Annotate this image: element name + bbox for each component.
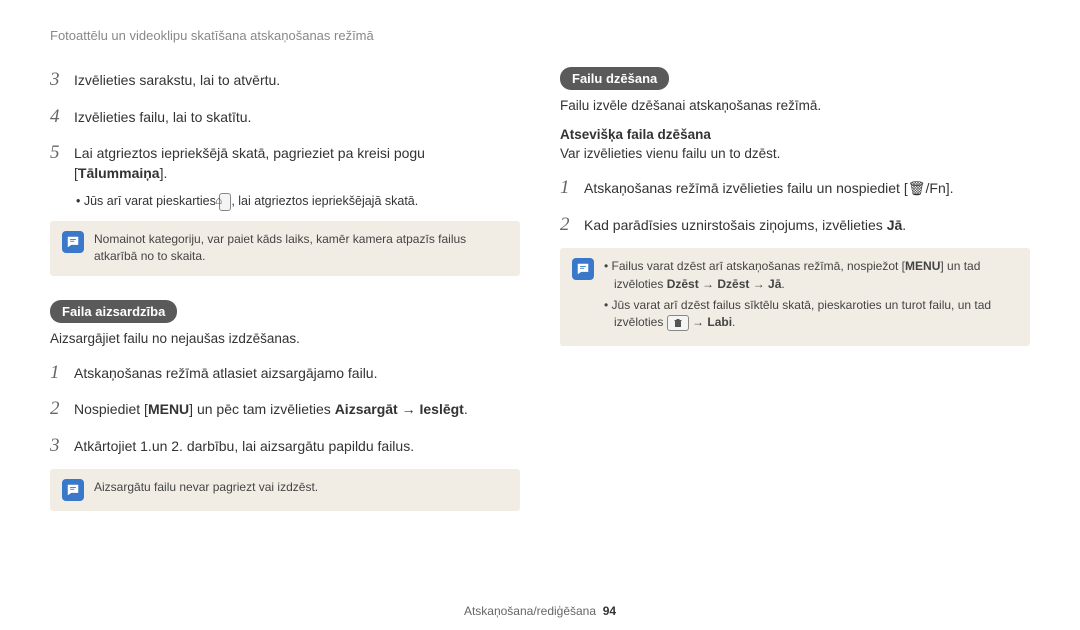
right-column: Failu dzēšana Failu izvēle dzēšanai atsk… [560, 67, 1030, 535]
list-item: 3 Atkārtojiet 1.un 2. darbību, lai aizsa… [50, 433, 520, 460]
text-fragment: Kad parādīsies uznirstošais ziņojums, iz… [584, 217, 887, 233]
list-item: 1 Atskaņošanas režīmā izvēlieties failu … [560, 175, 1030, 202]
note-text: Nomainot kategoriju, var paiet kāds laik… [94, 231, 508, 266]
list-item: 1 Atskaņošanas režīmā atlasiet aizsargāj… [50, 360, 520, 387]
step-number: 4 [50, 104, 64, 131]
text-fragment: ]. [946, 180, 954, 196]
text-fragment: Failus varat dzēst arī atskaņošanas režī… [612, 259, 905, 273]
page-footer: Atskaņošana/rediģēšana 94 [0, 604, 1080, 618]
text-bold: Labi [707, 315, 732, 329]
text-bold: Tālummaiņa [78, 165, 160, 181]
section-intro: Aizsargājiet failu no nejaušas izdzēšana… [50, 331, 520, 346]
step-text: Atkārtojiet 1.un 2. darbību, lai aizsarg… [74, 437, 520, 457]
menu-label: MENU [905, 259, 940, 273]
step-number: 2 [560, 212, 574, 239]
note-icon [62, 231, 84, 253]
list-item: 5 Lai atgrieztos iepriekšējā skatā, pagr… [50, 140, 520, 183]
step-number: 3 [50, 67, 64, 94]
text-fragment: ] un pēc tam izvēlieties [189, 401, 335, 417]
text-fragment: Atskaņošanas režīmā izvēlieties failu un… [584, 180, 908, 196]
text-fragment: Nospiediet [ [74, 401, 148, 417]
text-fragment: → [689, 315, 708, 329]
note-text: Aizsargātu failu nevar pagriezt vai izdz… [94, 479, 508, 496]
left-column: 3 Izvēlieties sarakstu, lai to atvērtu. … [50, 67, 520, 535]
step-number: 1 [50, 360, 64, 387]
step-number: 3 [50, 433, 64, 460]
note-box: Aizsargātu failu nevar pagriezt vai izdz… [50, 469, 520, 511]
text-fragment: ]. [160, 165, 168, 181]
step-text: Izvēlieties sarakstu, lai to atvērtu. [74, 71, 520, 91]
list-item: 3 Izvēlieties sarakstu, lai to atvērtu. [50, 67, 520, 94]
step-text: Lai atgrieztos iepriekšējā skatā, pagrie… [74, 144, 520, 183]
section-intro: Failu izvēle dzēšanai atskaņošanas režīm… [560, 98, 1030, 113]
text-fragment: • Jūs arī varat pieskarties [76, 194, 219, 208]
trash-icon [667, 315, 689, 331]
key-label: 🗑/Fn [908, 180, 946, 196]
note-box: Failus varat dzēst arī atskaņošanas režī… [560, 248, 1030, 346]
step-text: Kad parādīsies uznirstošais ziņojums, iz… [584, 216, 1030, 236]
page-header: Fotoattēlu un videoklipu skatīšana atska… [50, 28, 1030, 43]
text-bold: Jā [887, 217, 903, 233]
text-bold: Dzēst → Dzēst → Jā [667, 277, 782, 291]
page-number: 94 [603, 604, 616, 618]
note-box: Nomainot kategoriju, var paiet kāds laik… [50, 221, 520, 276]
step-text: Atskaņošanas režīmā izvēlieties failu un… [584, 179, 1030, 199]
step-number: 1 [560, 175, 574, 202]
list-item: 2 Kad parādīsies uznirstošais ziņojums, … [560, 212, 1030, 239]
text-fragment: , lai atgrieztos iepriekšējajā skatā. [231, 194, 418, 208]
note-icon [62, 479, 84, 501]
key-icon: ⌂ [219, 193, 231, 210]
footer-section: Atskaņošana/rediģēšana [464, 604, 596, 618]
text-fragment: . [902, 217, 906, 233]
section-pill-delete: Failu dzēšana [560, 67, 669, 90]
list-item: 4 Izvēlieties failu, lai to skatītu. [50, 104, 520, 131]
step-text: Atskaņošanas režīmā atlasiet aizsargājam… [74, 364, 520, 384]
step-number: 5 [50, 140, 64, 167]
list-item: 2 Nospiediet [MENU] un pēc tam izvēlieti… [50, 396, 520, 423]
text-bold: Aizsargāt → Ieslēgt [335, 401, 464, 417]
step-text: Izvēlieties failu, lai to skatītu. [74, 108, 520, 128]
menu-label: MENU [148, 401, 189, 417]
step-number: 2 [50, 396, 64, 423]
text-fragment: . [732, 315, 735, 329]
section-pill-protection: Faila aizsardzība [50, 300, 177, 323]
step-text: Nospiediet [MENU] un pēc tam izvēlieties… [74, 400, 520, 420]
text-fragment: . [781, 277, 784, 291]
sub-heading: Atsevišķa faila dzēšana [560, 127, 1030, 142]
sub-intro: Var izvēlieties vienu failu un to dzēst. [560, 146, 1030, 161]
text-fragment: . [464, 401, 468, 417]
note-text: Failus varat dzēst arī atskaņošanas režī… [604, 258, 1018, 336]
note-icon [572, 258, 594, 280]
sub-bullet: • Jūs arī varat pieskarties ⌂, lai atgri… [76, 193, 520, 211]
